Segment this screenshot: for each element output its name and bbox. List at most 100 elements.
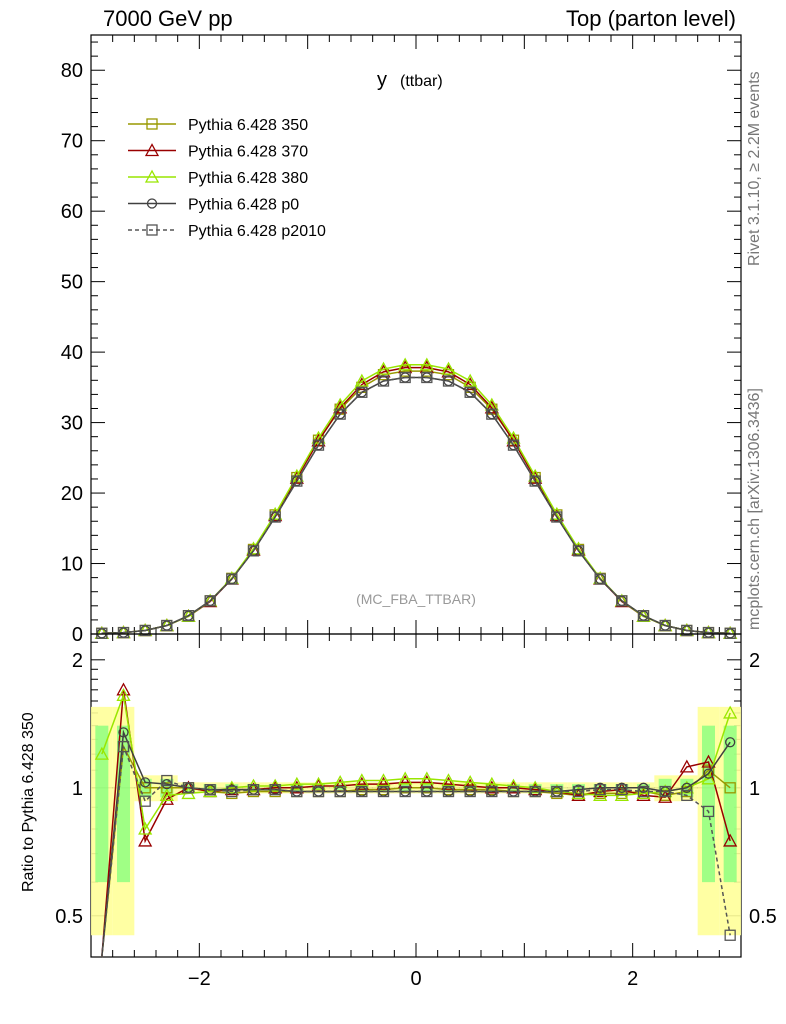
data-point [311,430,326,444]
ratio-point [441,773,456,787]
legend-marker [144,169,160,183]
data-point [226,573,238,585]
ratio-point [334,785,346,798]
ratio-point [269,784,281,796]
ratio-tick-label-right: 1 [749,778,760,800]
ratio-point [289,780,304,794]
ratio-panel: −2 0 2 0.5 0.5 1 1 2 2 [55,633,777,990]
ratio-point [376,776,391,790]
ratio-point [118,727,129,738]
legend: Pythia 6.428 350 Pythia 6.428 370 Pythia 6… [128,117,326,240]
legend-marker [146,224,158,236]
ratio-point [616,784,628,796]
ratio-tick-label-right: 2 [749,650,760,672]
ratio-band-inner [723,725,737,883]
data-point [702,626,715,639]
ratio-point [659,785,671,798]
ratio-point [637,785,650,798]
ratio-point [117,740,130,753]
ratio-point [419,771,434,785]
ratio-point [486,785,498,798]
ratio-band-inner [702,725,715,883]
data-point [464,386,476,398]
ratio-point [377,785,390,798]
ratio-point [725,737,736,748]
data-point [484,400,499,414]
legend-label: Pythia 6.428 p0 [188,197,299,214]
ratio-line-3 [101,729,731,958]
ratio-point [529,785,541,798]
ratio-point [464,785,476,798]
ratio-point [224,780,239,794]
data-point [594,573,606,585]
ratio-point [723,705,738,719]
data-point [182,610,195,622]
ratio-point [140,777,151,788]
y-tick-label: 80 [61,60,83,82]
data-point [204,595,216,607]
ratio-band-inner [355,784,369,792]
data-point [441,361,456,375]
legend-label: Pythia 6.428 p2010 [188,223,326,240]
ratio-band-inner [312,784,325,792]
data-point [551,511,563,523]
ratio-point [594,784,606,796]
ratio-point [506,780,521,794]
ratio-point [356,785,368,798]
ratio-band-inner [95,725,109,883]
data-point [398,357,413,371]
ratio-point [354,776,369,790]
ratio-line-1 [101,689,731,958]
data-point [571,541,586,555]
ratio-point [182,782,195,794]
ratio-point [571,787,586,801]
data-point [637,610,650,622]
legend-marker [144,143,160,157]
ratio-point [679,759,694,773]
y-tick-label: 20 [61,483,83,505]
data-point [399,371,411,384]
ratio-point [701,771,716,785]
data-point [117,626,130,639]
y-tick-label: 50 [61,272,83,294]
y-tick-label: 10 [61,554,83,576]
ratio-tick-label: 0.5 [55,906,83,928]
ratio-point [161,774,173,787]
ratio-point [399,785,411,798]
x-tick-label: 2 [627,968,638,990]
data-point [354,373,369,387]
ratio-point [354,773,369,787]
data-point [507,439,520,451]
ratio-tick-label-right: 0.5 [749,906,777,928]
header-observable: Top (parton level) [566,6,736,31]
data-point [724,627,736,639]
data-point [312,439,325,451]
y-tick-label: 0 [72,624,83,646]
legend-label: Pythia 6.428 350 [188,117,308,134]
ratio-point [681,782,692,793]
ratio-point [441,776,456,790]
data-point [139,624,151,637]
ratio-point [139,795,151,807]
plot-title-main: y [377,69,387,91]
data-point [419,357,434,371]
legend-marker [146,198,158,209]
data-point [376,361,391,375]
ratio-band-inner [203,784,217,792]
data-point [506,430,521,444]
ratio-line-2 [101,692,731,832]
data-point [356,386,368,398]
ratio-point [528,782,543,796]
ratio-point [636,786,651,800]
data-point [268,508,283,522]
ratio-band-inner [247,784,260,792]
main-panel: 0 10 20 30 40 50 60 70 80 [61,34,742,957]
x-tick-label: 0 [410,968,421,990]
legend-label: Pythia 6.428 370 [188,144,308,161]
data-point [377,375,390,387]
ratio-point [246,778,261,792]
series-line-4 [101,376,731,635]
data-point [659,619,671,632]
ratio-point [507,785,520,798]
